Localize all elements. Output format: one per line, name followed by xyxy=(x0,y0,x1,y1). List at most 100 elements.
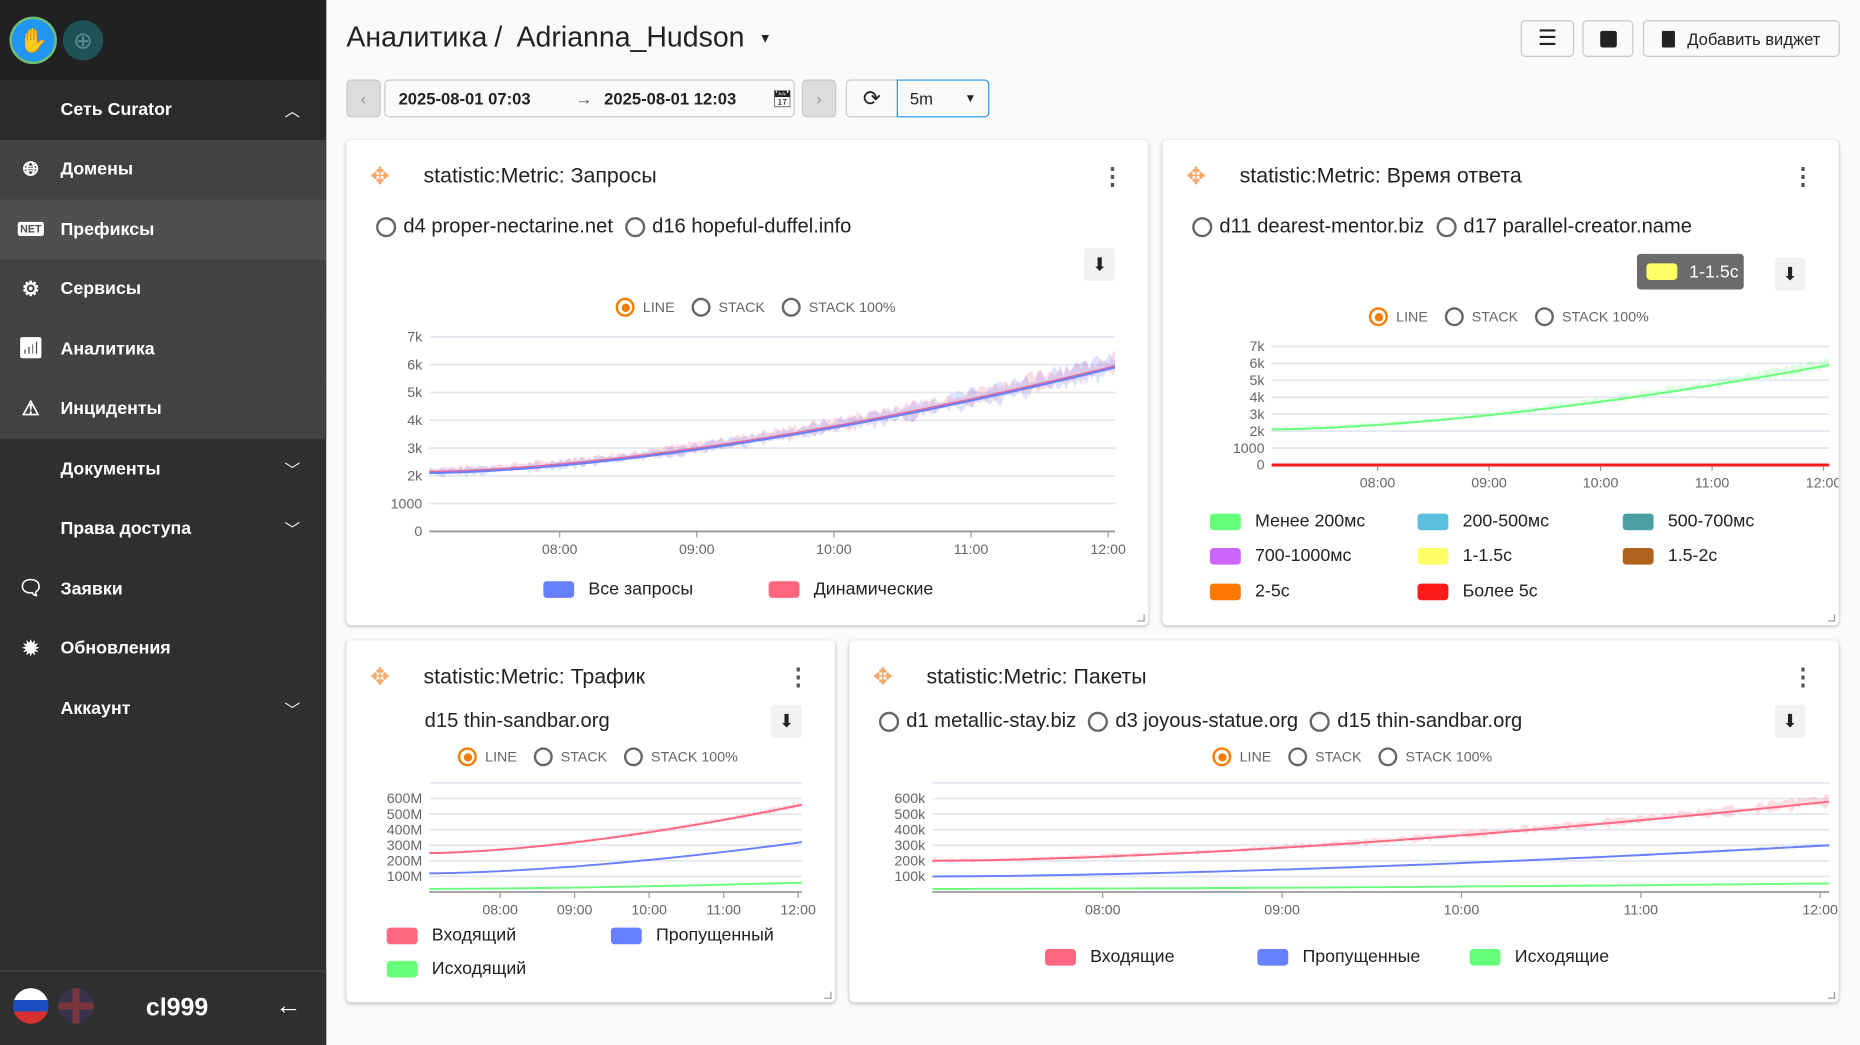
download-button[interactable]: ⬇ xyxy=(1774,704,1806,738)
sidebar-network-toggle[interactable]: Сеть Curator ︿ xyxy=(0,79,327,140)
legend-item[interactable]: 2-5с xyxy=(1209,581,1290,601)
resize-handle[interactable] xyxy=(1137,614,1145,622)
legend-item[interactable]: 200-500мс xyxy=(1417,511,1549,531)
date-to[interactable]: 2025-08-01 12:03 xyxy=(604,88,737,108)
domain-radio[interactable]: d17 parallel-creator.name xyxy=(1436,215,1692,239)
chevron-up-icon: ︿ xyxy=(284,101,301,120)
sidebar-item-label: Обновления xyxy=(60,638,171,659)
uk-flag-icon[interactable] xyxy=(58,988,94,1024)
legend-item[interactable]: Менее 200мс xyxy=(1209,511,1365,531)
legend-item[interactable]: Пропущенный xyxy=(610,925,774,945)
legend-item[interactable]: Динамические xyxy=(768,579,933,599)
domain-label: d15 thin-sandbar.org xyxy=(424,709,610,732)
x-tick-label: 10:00 xyxy=(1444,903,1480,919)
legend-item[interactable]: Все запросы xyxy=(543,579,693,599)
domain-radio[interactable]: d11 dearest-mentor.biz xyxy=(1192,215,1424,239)
calendar-icon[interactable]: 📅︎ xyxy=(771,88,793,108)
x-tick-label: 09:00 xyxy=(1264,903,1300,919)
resize-handle[interactable] xyxy=(1827,991,1836,999)
chart-type-line[interactable]: LINE xyxy=(457,747,517,767)
legend-item[interactable]: Входящий xyxy=(386,925,516,945)
legend-item[interactable]: 700-1000мс xyxy=(1209,546,1351,566)
sidebar-item-updates[interactable]: ✹ Обновления xyxy=(0,619,326,679)
date-from[interactable]: 2025-08-01 07:03 xyxy=(398,88,531,108)
add-widget-label: Добавить виджет xyxy=(1687,29,1821,49)
resize-handle[interactable] xyxy=(824,991,832,999)
x-tick-label: 10:00 xyxy=(631,903,667,919)
chart-type-stack[interactable]: STACK xyxy=(1287,747,1362,767)
legend-item[interactable]: Входящие xyxy=(1045,947,1175,967)
move-handle-icon[interactable]: ✥ xyxy=(370,163,390,190)
legend-item[interactable]: Пропущенные xyxy=(1257,947,1420,967)
move-handle-icon[interactable]: ✥ xyxy=(873,664,893,691)
chart-type-line[interactable]: LINE xyxy=(1212,747,1271,767)
kebab-menu-icon[interactable]: ⋮ xyxy=(1100,163,1125,190)
download-button[interactable]: ⬇ xyxy=(771,704,802,738)
sidebar-item-prefixes[interactable]: NET Префиксы xyxy=(0,199,327,260)
save-button[interactable] xyxy=(1582,20,1634,57)
date-range-picker[interactable]: 2025-08-01 07:03 → 2025-08-01 12:03 📅︎ xyxy=(384,79,795,118)
globe-network-logo-icon[interactable]: ⊕ xyxy=(62,20,104,61)
chart-type-line[interactable]: LINE xyxy=(1368,307,1428,327)
caret-down-icon: ▼ xyxy=(964,91,977,105)
next-range-button[interactable]: › xyxy=(801,79,837,118)
y-tick-label: 0 xyxy=(414,524,422,540)
y-tick-label: 100k xyxy=(894,869,926,885)
caret-down-icon[interactable]: ▼ xyxy=(758,31,772,46)
hand-logo-icon[interactable]: ✋ xyxy=(9,16,57,65)
sidebar-item-services[interactable]: ⚙ Сервисы xyxy=(0,259,327,320)
chart-type-line[interactable]: LINE xyxy=(615,297,675,317)
sidebar-item-domains[interactable]: 🌐︎ Домены xyxy=(0,139,327,200)
legend-item[interactable]: 1.5-2с xyxy=(1622,546,1717,566)
download-button[interactable]: ⬇ xyxy=(1084,247,1116,282)
domain-radio[interactable]: d1 metallic-stay.biz xyxy=(878,709,1076,733)
kebab-menu-icon[interactable]: ⋮ xyxy=(1791,664,1815,691)
legend-item[interactable]: Исходящий xyxy=(386,958,526,979)
kebab-menu-icon[interactable]: ⋮ xyxy=(786,664,811,691)
chart-type-stack100[interactable]: STACK 100% xyxy=(623,747,738,767)
domain-radio[interactable]: d15 thin-sandbar.org xyxy=(1309,709,1522,733)
sidebar-item-incidents[interactable]: ⚠ Инциденты xyxy=(0,378,327,439)
legend-item[interactable]: Исходящие xyxy=(1469,947,1609,967)
sidebar-item-label: Права доступа xyxy=(60,518,192,539)
chart-type-stack[interactable]: STACK xyxy=(533,747,607,767)
legend-item[interactable]: Более 5с xyxy=(1417,581,1538,601)
chart-type-stack100[interactable]: STACK 100% xyxy=(1378,747,1492,767)
sidebar-item-requests[interactable]: 🗨︎ Заявки xyxy=(0,559,326,619)
settings-sliders-button[interactable]: ☰ xyxy=(1520,20,1575,57)
x-tick-label: 12:00 xyxy=(1806,476,1839,492)
chart-type-stack[interactable]: STACK xyxy=(1444,307,1518,327)
chart-type-stack[interactable]: STACK xyxy=(691,297,765,317)
x-tick-label: 11:00 xyxy=(1624,903,1659,919)
sidebar-item-access[interactable]: Права доступа ﹀ xyxy=(0,499,326,559)
chart-type-stack100[interactable]: STACK 100% xyxy=(1534,307,1649,327)
kebab-menu-icon[interactable]: ⋮ xyxy=(1791,163,1815,190)
page-title: Аналитика / Adrianna_Hudson ▼ xyxy=(346,21,771,54)
prev-range-button[interactable]: ‹ xyxy=(346,79,381,118)
add-widget-button[interactable]: Добавить виджет xyxy=(1642,20,1840,57)
download-button[interactable]: ⬇ xyxy=(1774,257,1806,291)
domain-radio[interactable]: d3 joyous-statue.org xyxy=(1088,709,1298,733)
sidebar-item-analytics[interactable]: 📶︎ Аналитика xyxy=(0,319,327,379)
legend-item[interactable]: 500-700мс xyxy=(1622,511,1754,531)
move-handle-icon[interactable]: ✥ xyxy=(370,664,390,691)
y-tick-label: 2k xyxy=(1249,424,1265,440)
dashboard-selector[interactable]: Adrianna_Hudson xyxy=(516,21,745,54)
sliders-icon: ☰ xyxy=(1537,26,1557,50)
widget-packets: ✥ statistic:Metric: Пакеты ⋮ d1 metallic… xyxy=(849,640,1839,1003)
sidebar-item-account[interactable]: Аккаунт ﹀ xyxy=(0,679,326,739)
y-tick-label: 6k xyxy=(407,357,423,373)
domain-radio[interactable]: d4 proper-nectarine.net xyxy=(376,215,613,239)
y-tick-label: 600M xyxy=(387,791,423,807)
interval-select[interactable]: 5m ▼ xyxy=(896,79,990,118)
y-tick-label: 5k xyxy=(407,385,423,401)
refresh-button[interactable]: ⟳ xyxy=(845,79,898,118)
move-handle-icon[interactable]: ✥ xyxy=(1186,163,1207,190)
resize-handle[interactable] xyxy=(1827,614,1836,622)
legend-item[interactable]: 1-1.5с xyxy=(1417,546,1512,566)
russian-flag-icon[interactable] xyxy=(13,988,49,1024)
chart-type-stack100[interactable]: STACK 100% xyxy=(781,297,896,317)
sidebar-item-documents[interactable]: Документы ﹀ xyxy=(0,439,326,499)
collapse-arrow-icon[interactable]: ← xyxy=(275,990,302,1021)
domain-radio[interactable]: d16 hopeful-duffel.info xyxy=(624,215,851,239)
